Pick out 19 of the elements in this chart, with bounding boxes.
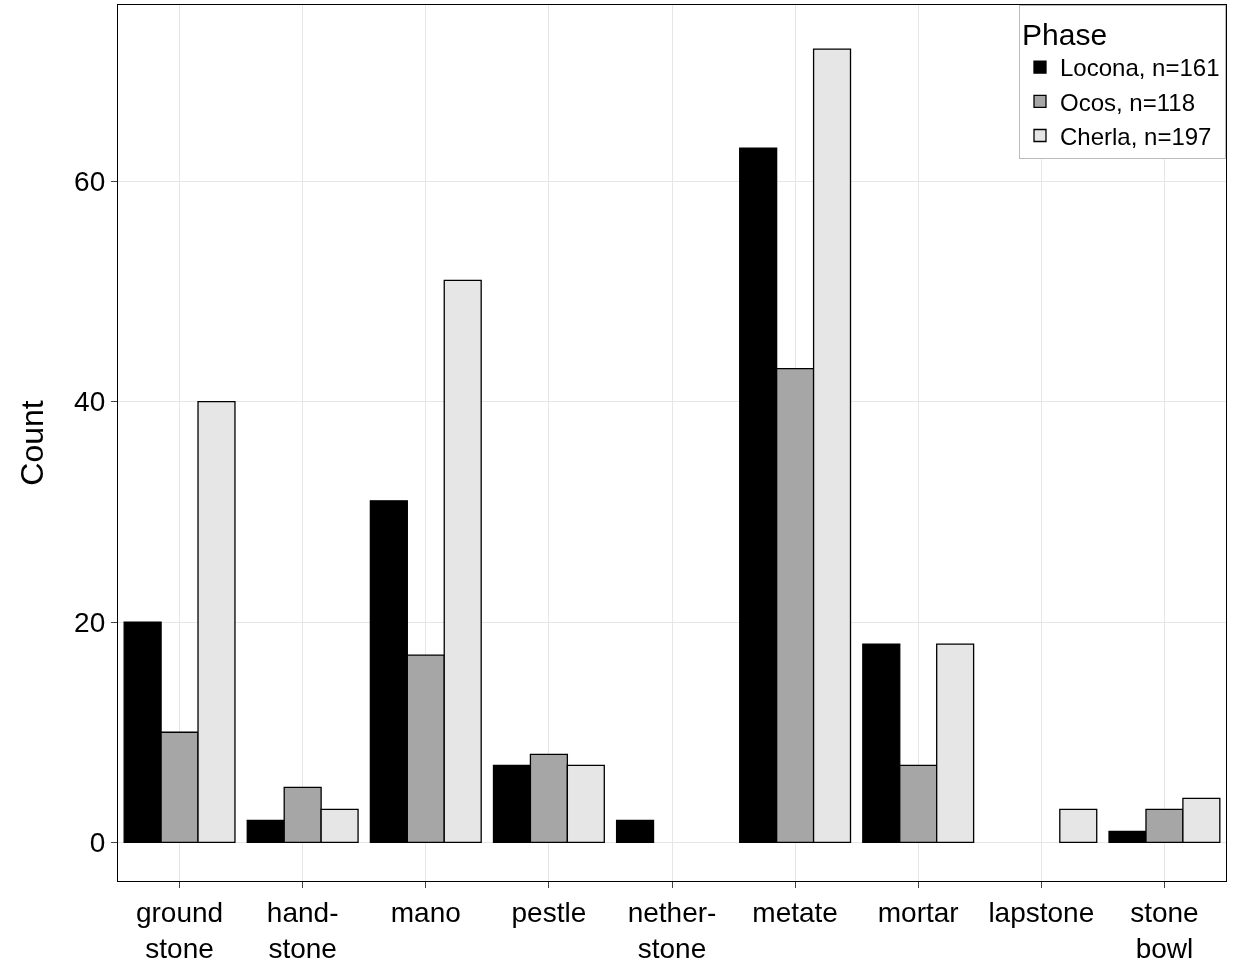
x-tick-label: stone bowl bbox=[1130, 896, 1199, 961]
x-tick-label: mano bbox=[390, 896, 461, 928]
y-tick-label: 40 bbox=[74, 386, 106, 418]
x-tick-label: pestle bbox=[511, 896, 587, 928]
legend-label: Locona, n=161 bbox=[1060, 54, 1220, 82]
y-axis-title: Count bbox=[14, 400, 51, 486]
y-tick-label: 0 bbox=[89, 827, 106, 859]
x-tick-label: ground stone bbox=[135, 896, 224, 961]
legend-title: Phase bbox=[1022, 18, 1108, 51]
legend-label: Cherla, n=197 bbox=[1060, 122, 1212, 150]
y-tick-label: 60 bbox=[74, 166, 106, 198]
x-tick-label: metate bbox=[752, 896, 838, 928]
y-tick-label: 20 bbox=[74, 606, 106, 638]
legend-label: Ocos, n=118 bbox=[1060, 88, 1195, 116]
bar bbox=[615, 819, 655, 844]
x-tick-label: lapstone bbox=[988, 896, 1095, 928]
x-tick-label: nether- stone bbox=[627, 896, 717, 961]
x-tick-label: hand- stone bbox=[266, 896, 339, 961]
x-tick-label: mortar bbox=[877, 896, 959, 928]
